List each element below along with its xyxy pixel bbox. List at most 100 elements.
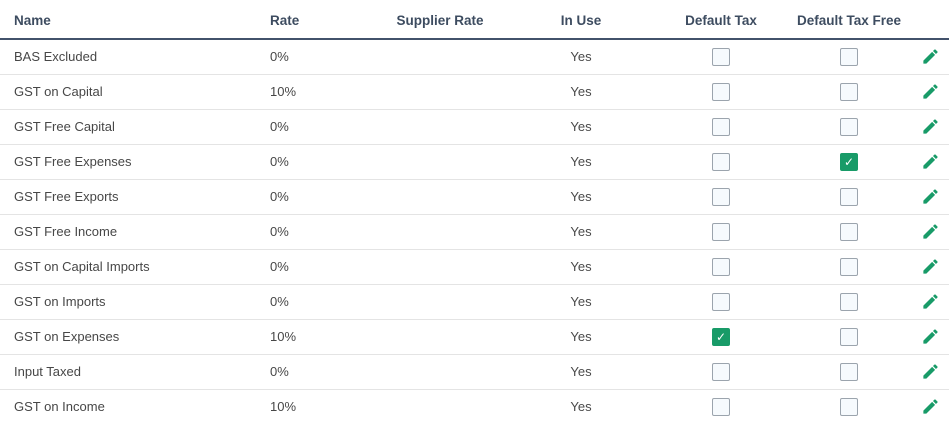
edit-tax-rate-button[interactable]: [921, 82, 940, 101]
default-tax-checkbox[interactable]: [712, 397, 730, 416]
edit-cell: [912, 109, 949, 145]
default-tax-free-cell: ✓: [786, 144, 912, 180]
default-tax-checkbox[interactable]: [712, 187, 730, 206]
edit-cell: [912, 249, 949, 285]
edit-cell: [912, 354, 949, 390]
table-row: GST on Capital Imports 0% Yes: [0, 249, 949, 285]
tax-rate-value: 0%: [262, 179, 374, 215]
default-tax-free-checkbox[interactable]: [840, 117, 858, 136]
edit-tax-rate-button[interactable]: [921, 292, 940, 311]
edit-tax-rate-button[interactable]: [921, 152, 940, 171]
pencil-icon: [921, 292, 940, 311]
edit-tax-rate-button[interactable]: [921, 222, 940, 241]
tax-rate-value: 0%: [262, 109, 374, 145]
column-header-default-tax: Default Tax: [656, 0, 786, 40]
column-header-name: Name: [0, 0, 262, 40]
default-tax-free-checkbox[interactable]: [840, 187, 858, 206]
default-tax-free-cell: [786, 354, 912, 390]
pencil-icon: [921, 117, 940, 136]
default-tax-free-checkbox[interactable]: [840, 327, 858, 346]
edit-tax-rate-button[interactable]: [921, 187, 940, 206]
default-tax-free-checkbox-checked[interactable]: ✓: [840, 152, 858, 171]
default-tax-free-cell: [786, 389, 912, 424]
default-tax-free-checkbox[interactable]: [840, 397, 858, 416]
tax-rate-name: GST Free Exports: [0, 179, 262, 215]
table-row: GST on Imports 0% Yes: [0, 284, 949, 320]
column-header-default-tax-free: Default Tax Free: [786, 0, 912, 40]
supplier-rate-value: [374, 319, 506, 355]
default-tax-free-cell: [786, 179, 912, 215]
default-tax-checkbox[interactable]: [712, 292, 730, 311]
default-tax-free-checkbox[interactable]: [840, 292, 858, 311]
default-tax-free-cell: [786, 74, 912, 110]
tax-rates-table-body: BAS Excluded 0% Yes GST on Capital 10% Yes GST…: [0, 39, 949, 424]
in-use-value: Yes: [506, 144, 656, 180]
default-tax-checkbox[interactable]: [712, 222, 730, 241]
supplier-rate-value: [374, 144, 506, 180]
in-use-value: Yes: [506, 249, 656, 285]
edit-cell: [912, 389, 949, 424]
default-tax-checkbox[interactable]: [712, 47, 730, 66]
edit-tax-rate-button[interactable]: [921, 117, 940, 136]
table-row: GST Free Income 0% Yes: [0, 214, 949, 250]
default-tax-free-checkbox[interactable]: [840, 257, 858, 276]
supplier-rate-value: [374, 109, 506, 145]
tax-rate-value: 10%: [262, 319, 374, 355]
pencil-icon: [921, 82, 940, 101]
column-header-in-use: In Use: [506, 0, 656, 40]
default-tax-checkbox[interactable]: [712, 152, 730, 171]
default-tax-free-checkbox[interactable]: [840, 82, 858, 101]
in-use-value: Yes: [506, 319, 656, 355]
default-tax-free-checkbox[interactable]: [840, 47, 858, 66]
pencil-icon: [921, 327, 940, 346]
tax-rate-value: 0%: [262, 144, 374, 180]
default-tax-cell: [656, 39, 786, 75]
default-tax-free-checkbox[interactable]: [840, 362, 858, 381]
edit-tax-rate-button[interactable]: [921, 362, 940, 381]
tax-rate-name: GST on Imports: [0, 284, 262, 320]
column-header-edit: [912, 0, 949, 40]
tax-rate-value: 0%: [262, 354, 374, 390]
tax-rate-value: 0%: [262, 249, 374, 285]
default-tax-cell: ✓: [656, 319, 786, 355]
edit-tax-rate-button[interactable]: [921, 257, 940, 276]
default-tax-cell: [656, 214, 786, 250]
supplier-rate-value: [374, 74, 506, 110]
default-tax-checkbox[interactable]: [712, 257, 730, 276]
in-use-value: Yes: [506, 179, 656, 215]
default-tax-cell: [656, 144, 786, 180]
default-tax-cell: [656, 109, 786, 145]
default-tax-cell: [656, 179, 786, 215]
default-tax-checkbox[interactable]: [712, 117, 730, 136]
default-tax-free-cell: [786, 109, 912, 145]
supplier-rate-value: [374, 179, 506, 215]
default-tax-checkbox[interactable]: [712, 362, 730, 381]
in-use-value: Yes: [570, 399, 592, 415]
tax-rate-name: BAS Excluded: [0, 39, 262, 75]
edit-tax-rate-button[interactable]: [921, 327, 940, 346]
pencil-icon: [921, 222, 940, 241]
tax-rate-value: 0%: [262, 214, 374, 250]
in-use-value: Yes: [506, 39, 656, 75]
tax-rate-name: GST on Expenses: [0, 319, 262, 355]
tax-rate-name: GST on Capital: [0, 74, 262, 110]
table-row: GST Free Exports 0% Yes: [0, 179, 949, 215]
default-tax-cell: [656, 249, 786, 285]
tax-rate-name: GST on Capital Imports: [0, 249, 262, 285]
tax-rate-name: GST Free Expenses: [0, 144, 262, 180]
supplier-rate-value: [374, 39, 506, 75]
table-row: Input Taxed 0% Yes: [0, 354, 949, 390]
edit-tax-rate-button[interactable]: [921, 397, 940, 416]
default-tax-checkbox-checked[interactable]: ✓: [712, 327, 730, 346]
pencil-icon: [921, 257, 940, 276]
default-tax-free-checkbox[interactable]: [840, 222, 858, 241]
edit-cell: [912, 214, 949, 250]
tax-rate-value: 0%: [262, 39, 374, 75]
edit-cell: [912, 284, 949, 320]
supplier-rate-value: [374, 284, 506, 320]
edit-cell: [912, 39, 949, 75]
edit-tax-rate-button[interactable]: [921, 47, 940, 66]
tax-rate-value: 10%: [262, 74, 374, 110]
default-tax-checkbox[interactable]: [712, 82, 730, 101]
